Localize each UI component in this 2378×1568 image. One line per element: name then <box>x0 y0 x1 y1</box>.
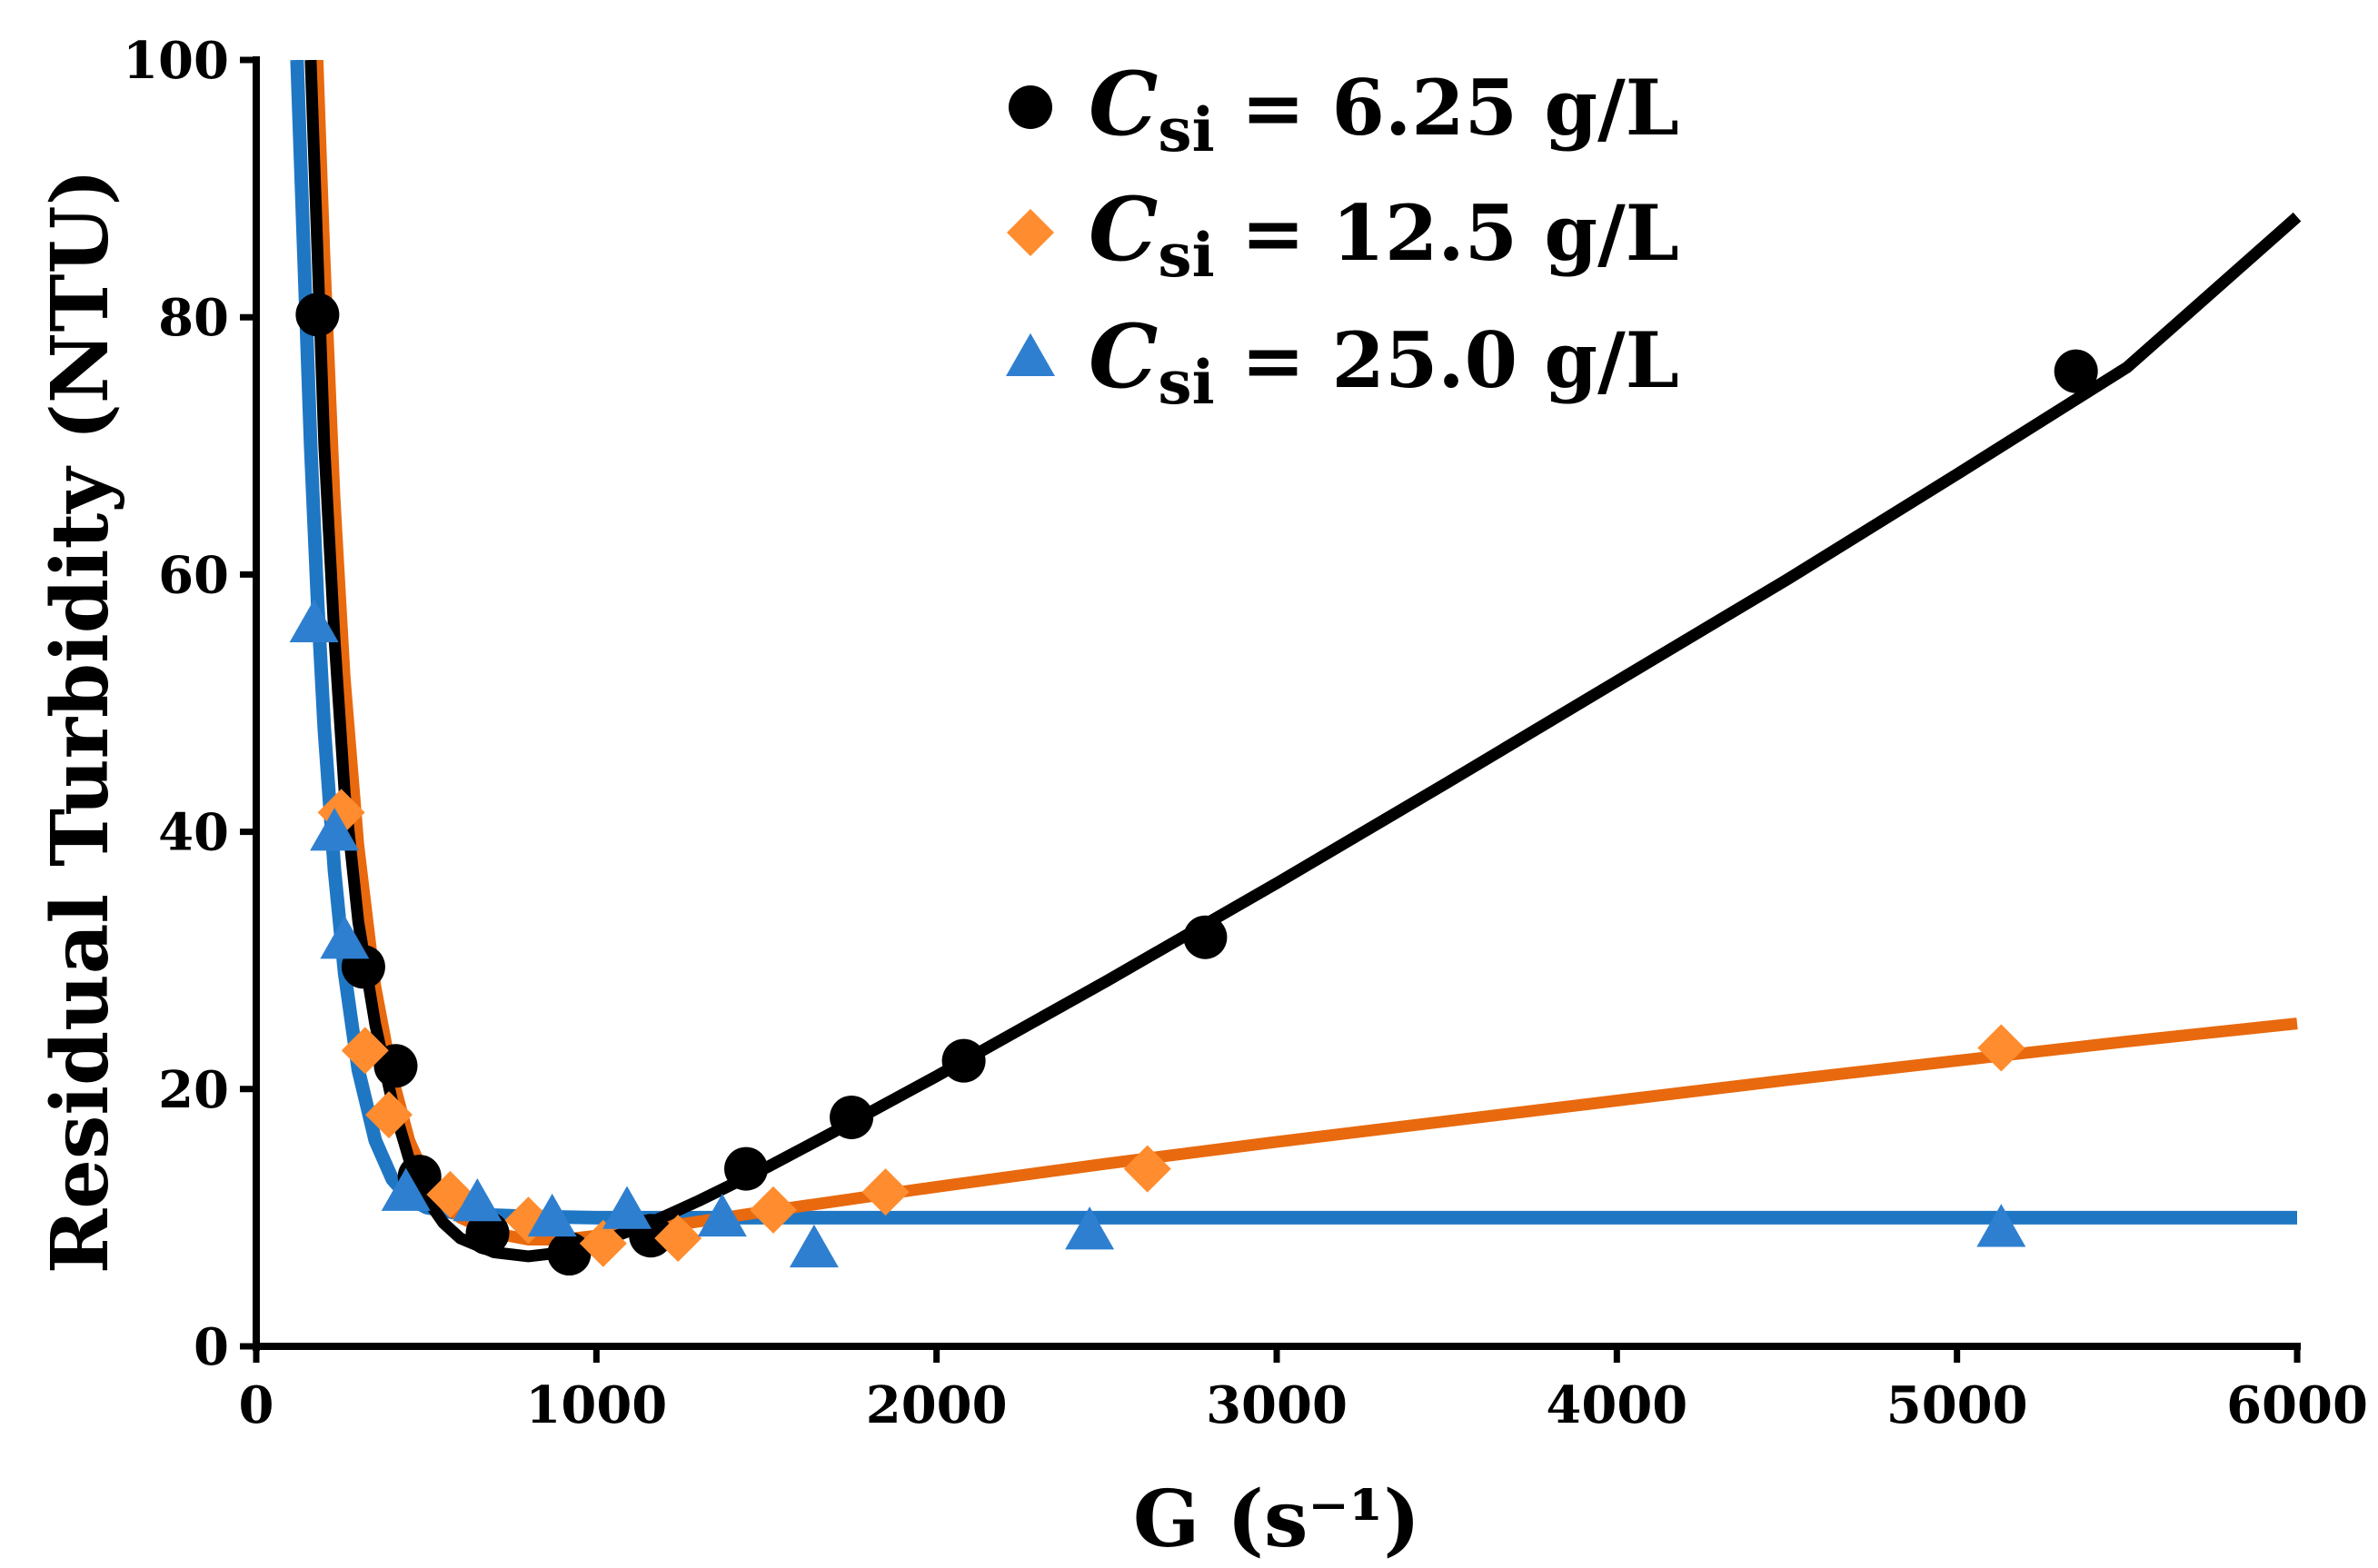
y-tick-label: 20 <box>158 1060 229 1120</box>
data-point-diamond <box>341 1027 389 1075</box>
series-3-markers <box>289 599 2026 1268</box>
y-tick-label: 0 <box>194 1317 229 1377</box>
legend-marker-circle <box>1009 85 1052 129</box>
fit-line-2 <box>311 60 2298 1245</box>
x-axis-title: G (s⁻¹) <box>1133 1474 1420 1565</box>
y-tick-label: 80 <box>158 288 229 348</box>
legend-marker-diamond <box>1007 209 1054 256</box>
legend-entry-1: Csi = 6.25 g/L <box>1009 53 1679 165</box>
x-tick-label: 1000 <box>525 1375 667 1435</box>
data-point-triangle <box>289 599 339 642</box>
data-point-triangle <box>789 1224 839 1268</box>
legend-entry-2: Csi = 12.5 g/L <box>1007 178 1679 291</box>
x-tick-label: 0 <box>239 1375 274 1435</box>
legend-symbol: C <box>1089 305 1158 408</box>
legend-label: Csi = 12.5 g/L <box>1089 178 1679 291</box>
ticks: 0 1000 2000 3000 4000 5000 6000 0 20 40 60 80 100 <box>123 31 2368 1435</box>
data-point-circle <box>295 293 340 337</box>
data-point-triangle <box>602 1186 652 1229</box>
data-point-diamond <box>579 1219 627 1267</box>
y-tick-label: 100 <box>123 31 229 91</box>
x-tick-label: 2000 <box>866 1375 1008 1435</box>
y-axis-title: Residual Turbidity (NTU) <box>35 169 126 1274</box>
data-point-circle <box>1183 915 1228 959</box>
data-point-circle <box>465 1211 510 1255</box>
data-point-triangle <box>527 1193 577 1237</box>
y-tick-label: 60 <box>158 545 229 605</box>
legend-value: = 6.25 g/L <box>1215 63 1679 153</box>
legend-label: Csi = 6.25 g/L <box>1089 53 1679 165</box>
data-markers <box>289 293 2098 1276</box>
data-point-circle <box>547 1232 592 1276</box>
data-point-diamond <box>749 1186 797 1234</box>
data-point-circle <box>373 1044 418 1088</box>
data-point-triangle <box>310 808 360 851</box>
data-point-circle <box>830 1095 874 1139</box>
x-tick-label: 3000 <box>1206 1375 1348 1435</box>
series-2-markers <box>317 789 2025 1267</box>
data-point-circle <box>2054 349 2098 393</box>
data-point-diamond <box>654 1215 702 1263</box>
data-point-circle <box>941 1038 986 1083</box>
data-point-circle <box>724 1146 769 1191</box>
data-point-diamond <box>861 1168 910 1216</box>
legend-entry-3: Csi = 25.0 g/L <box>1006 305 1679 418</box>
data-point-triangle <box>381 1167 431 1211</box>
data-point-diamond <box>1123 1145 1171 1193</box>
legend-symbol: C <box>1089 178 1158 281</box>
y-tick-label: 40 <box>158 803 229 863</box>
data-point-triangle <box>1065 1206 1115 1250</box>
legend-value: = 12.5 g/L <box>1215 188 1679 278</box>
legend-subscript: si <box>1158 347 1214 418</box>
legend-label: Csi = 25.0 g/L <box>1089 305 1679 418</box>
data-point-diamond <box>1977 1024 2025 1072</box>
data-point-triangle <box>320 916 370 959</box>
data-point-triangle <box>697 1193 747 1237</box>
x-tick-label: 5000 <box>1886 1375 2028 1435</box>
series-1-markers <box>295 293 2098 1276</box>
x-tick-label: 6000 <box>2226 1375 2368 1435</box>
data-point-diamond <box>364 1091 413 1139</box>
legend-marker-triangle <box>1006 332 1055 376</box>
x-tick-label: 4000 <box>1546 1375 1687 1435</box>
legend-value: = 25.0 g/L <box>1215 315 1679 405</box>
data-point-triangle <box>1976 1204 2026 1247</box>
legend-subscript: si <box>1158 94 1214 165</box>
legend-symbol: C <box>1089 53 1158 155</box>
legend-subscript: si <box>1158 220 1214 291</box>
data-point-triangle <box>453 1177 502 1222</box>
